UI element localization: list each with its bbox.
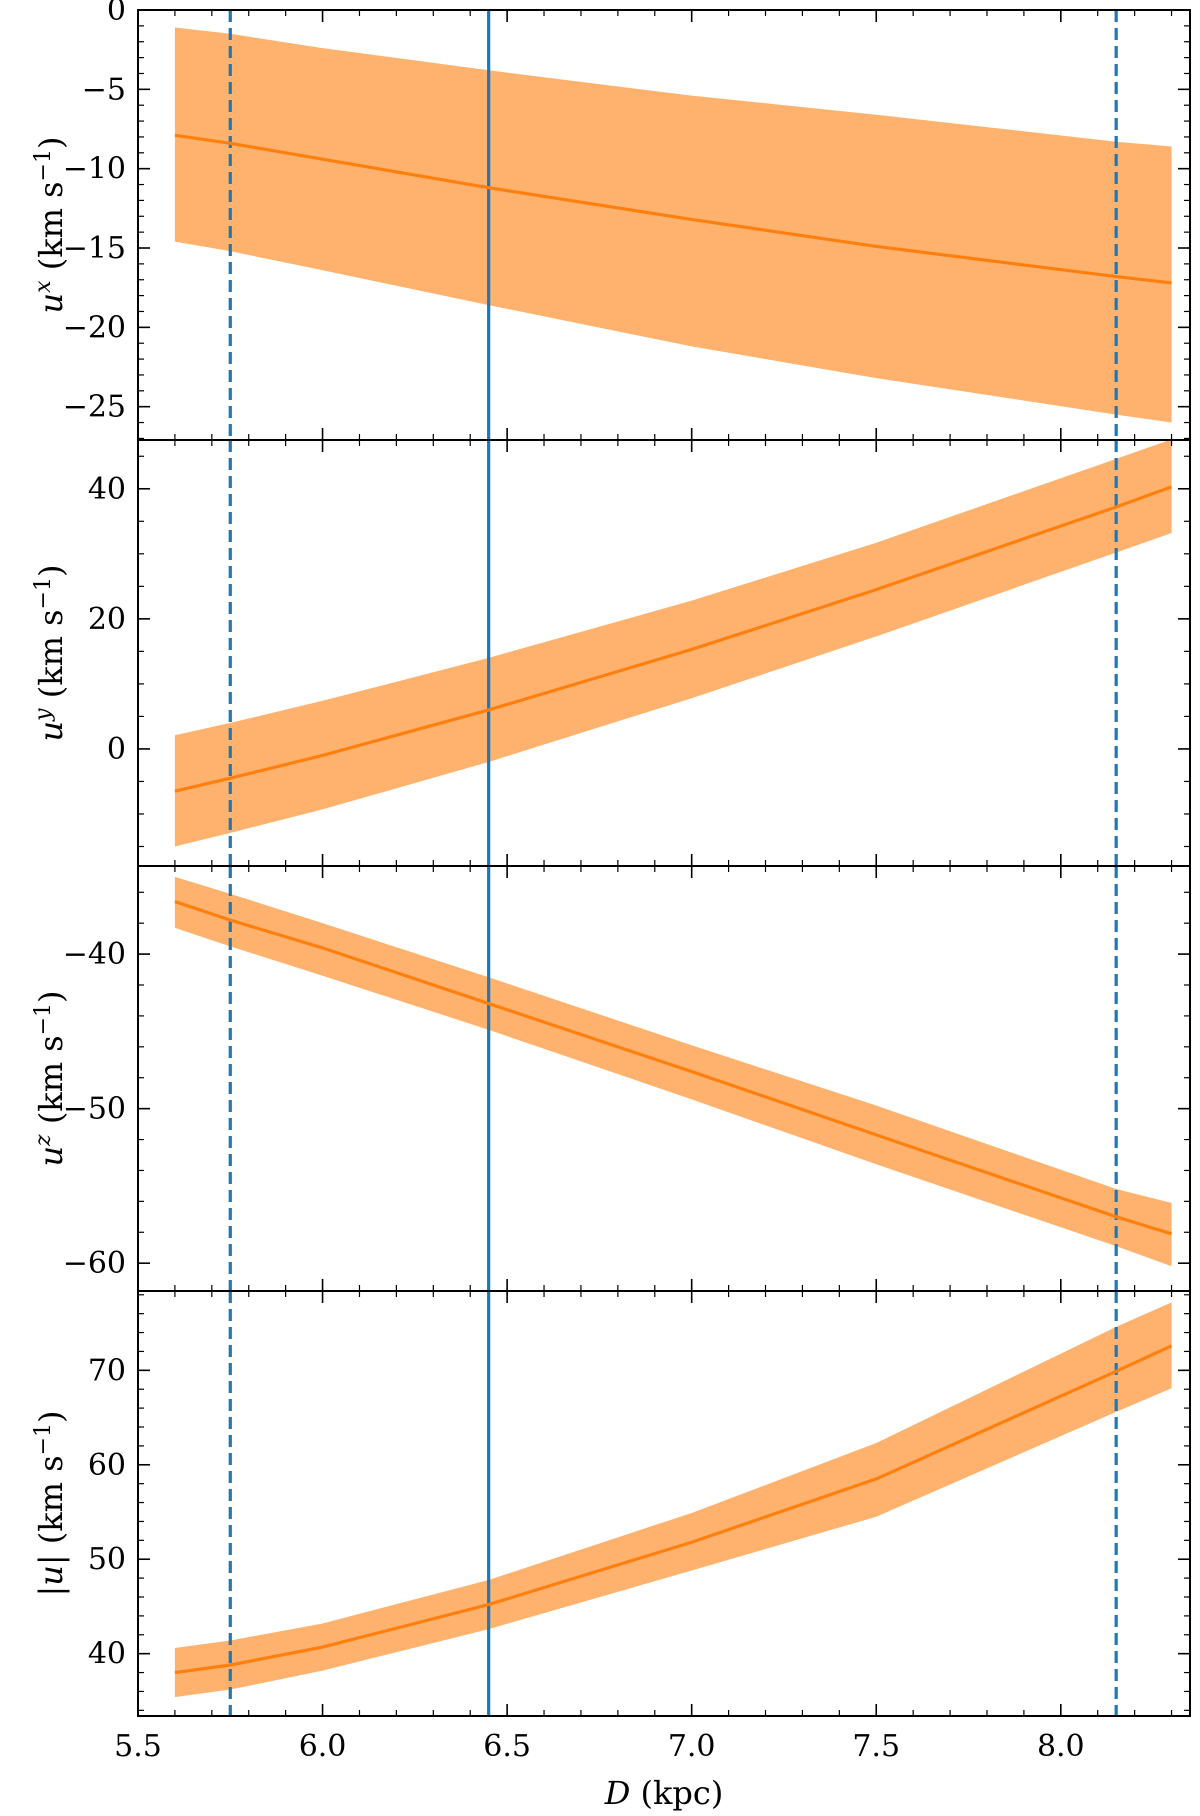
- y-tick-label: −10: [63, 152, 126, 187]
- y-axis-label-superscript: y: [31, 708, 56, 722]
- confidence-band: [174, 1302, 1172, 1698]
- x-tick-label: 6.5: [483, 1729, 531, 1764]
- y-axis-label-close: ): [32, 565, 70, 577]
- y-tick-label: −40: [63, 937, 126, 972]
- x-tick-label: 5.5: [114, 1729, 162, 1764]
- y-axis-label-close: ): [32, 990, 70, 1002]
- y-axis-label-units-exponent: −1: [31, 1423, 56, 1455]
- panel-4: 40 50 60 70 |u| (km s−1): [31, 1290, 1191, 1717]
- x-axis-label: D (kpc): [604, 1774, 724, 1812]
- y-tick-label: 60: [88, 1448, 126, 1483]
- median-line: [174, 485, 1173, 793]
- y-axis-label-units: (km s: [32, 609, 70, 708]
- y-axis-label-variable: |u|: [32, 1554, 70, 1596]
- y-tick-label: −15: [63, 231, 126, 266]
- confidence-band: [174, 27, 1172, 423]
- y-axis-label-close: ): [32, 137, 70, 149]
- y-axis-label-close: ): [32, 1410, 70, 1422]
- y-axis-label-units: (km s: [32, 1455, 70, 1554]
- y-axis-label: uy (km s−1): [31, 565, 70, 742]
- panel-1: 0 −5 −10 −15 −20 −25 ux (km s−1): [31, 0, 1191, 441]
- x-tick-label: 7.0: [668, 1729, 716, 1764]
- confidence-band: [174, 439, 1172, 847]
- y-tick-label: 70: [88, 1353, 126, 1388]
- y-axis-label: ux (km s−1): [31, 137, 70, 314]
- y-tick-label: −20: [63, 310, 126, 345]
- y-axis-label-variable: u: [32, 721, 70, 742]
- y-tick-label: 20: [88, 602, 126, 637]
- x-tick-label: 7.5: [852, 1729, 900, 1764]
- median-line: [174, 133, 1172, 285]
- median-line: [174, 1344, 1173, 1675]
- panel-2: 0 20 40 uy (km s−1): [31, 439, 1191, 867]
- y-tick-label: 0: [107, 0, 126, 28]
- y-axis-label-units: (km s: [32, 1035, 70, 1134]
- x-tick-label: 6.0: [299, 1729, 347, 1764]
- y-axis-label-variable: u: [32, 293, 70, 314]
- y-axis-label: |u| (km s−1): [31, 1410, 70, 1596]
- x-axis-label-variable: D: [604, 1774, 631, 1812]
- y-axis-label-units-exponent: −1: [31, 577, 56, 609]
- y-tick-label: −25: [63, 390, 126, 425]
- x-tick-label: 8.0: [1037, 1729, 1085, 1764]
- y-tick-label: −5: [82, 72, 126, 107]
- y-tick-label: 40: [88, 472, 126, 507]
- median-line: [174, 900, 1173, 1236]
- y-axis-label-superscript: z: [31, 1134, 56, 1147]
- confidence-band: [174, 876, 1172, 1267]
- y-axis-label: uz (km s−1): [31, 990, 70, 1166]
- y-axis-label-units: (km s: [32, 181, 70, 280]
- y-axis-label-superscript: x: [31, 280, 56, 293]
- x-axis-label-units: (kpc): [630, 1774, 723, 1812]
- y-tick-label: 40: [88, 1637, 126, 1672]
- panel-3: −40 −50 −60 uz (km s−1): [31, 865, 1191, 1292]
- y-axis-label-units-exponent: −1: [31, 149, 56, 181]
- panel-frame: [137, 1290, 1191, 1717]
- y-tick-label: 0: [107, 732, 126, 767]
- y-axis-label-variable: u: [32, 1146, 70, 1167]
- y-tick-label: −60: [63, 1246, 126, 1281]
- y-tick-label: −50: [63, 1092, 126, 1127]
- y-tick-label: 50: [88, 1542, 126, 1577]
- y-axis-label-units-exponent: −1: [31, 1003, 56, 1035]
